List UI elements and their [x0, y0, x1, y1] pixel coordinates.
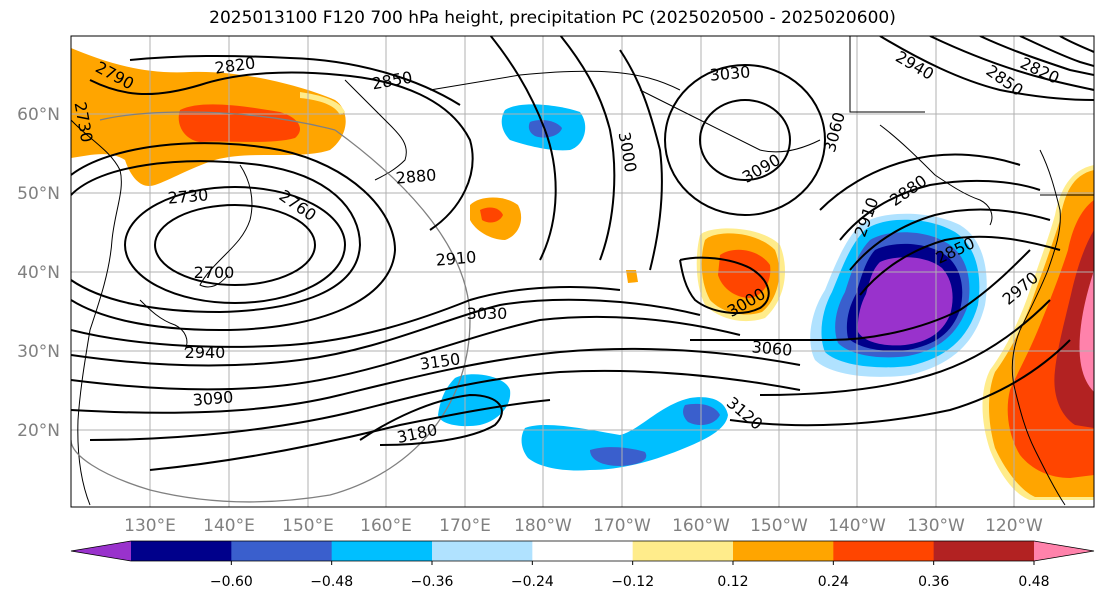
colorbar-tick-label: −0.60 — [210, 574, 253, 590]
lat-label: 30°N — [17, 342, 60, 362]
lon-label: 140°E — [203, 516, 255, 536]
contour-label: 2700 — [194, 263, 235, 282]
contour-label: 3030 — [709, 62, 751, 84]
longitude-labels: 130°E 140°E 150°E 160°E 170°E 180°W 170°… — [124, 516, 1043, 536]
lon-label: 150°W — [750, 516, 808, 536]
colorbar-tick-label: −0.36 — [411, 574, 454, 590]
contour-label: 2940 — [892, 47, 937, 84]
colorbar-segment — [933, 541, 1035, 561]
colorbar-segment — [532, 541, 634, 561]
precip-area-pink — [1079, 270, 1094, 392]
colorbar-tick-label: −0.48 — [310, 574, 353, 590]
lat-label: 50°N — [17, 184, 60, 204]
lon-label: 170°E — [439, 516, 491, 536]
precip-area-red-2 — [480, 207, 503, 223]
precip-area-orange-5 — [626, 270, 638, 283]
colorbar-segment — [432, 541, 533, 561]
lon-label: 150°E — [282, 516, 334, 536]
colorbar-tick-label: 0.36 — [918, 574, 949, 590]
colorbar: −0.60 −0.48 −0.36 −0.24 −0.12 0.12 0.24 0.36 0.4… — [70, 540, 1095, 590]
great-circle-line-top — [99, 111, 336, 131]
contour-label: 3030 — [467, 304, 508, 323]
colorbar-segment — [632, 541, 734, 561]
contour-label: 2880 — [886, 171, 930, 210]
lon-label: 180°W — [514, 516, 572, 536]
colorbar-segment — [833, 541, 935, 561]
colorbar-tick-label: −0.24 — [511, 574, 554, 590]
contour-label: 2730 — [167, 185, 209, 207]
colorbar-tick-label: 0.24 — [818, 574, 849, 590]
height-contours — [71, 36, 1094, 471]
contour-label: 3090 — [192, 387, 234, 409]
map-title: 2025013100 F120 700 hPa height, precipit… — [209, 8, 896, 28]
colorbar-extend-low — [71, 541, 131, 561]
lat-label: 60°N — [17, 105, 60, 125]
colorbar-extend-high — [1034, 541, 1094, 561]
precip-area-blue-2 — [590, 447, 647, 466]
contour-label: 3090 — [739, 150, 784, 187]
lat-label: 40°N — [17, 263, 60, 283]
precip-area-blue-3 — [683, 403, 720, 426]
lon-label: 140°W — [828, 516, 886, 536]
colorbar-segment — [733, 541, 834, 561]
coastlines — [71, 36, 1094, 506]
latitude-labels: 60°N 50°N 40°N 30°N 20°N — [17, 105, 60, 441]
contour-label: 3060 — [820, 110, 849, 154]
colorbar-segment — [331, 541, 433, 561]
contour-label: 3060 — [751, 337, 793, 359]
gridlines — [71, 36, 1094, 507]
colorbar-outline — [70, 540, 1095, 562]
contour-label: 2880 — [395, 165, 437, 187]
colorbar-tick-label: 0.48 — [1018, 574, 1049, 590]
lon-label: 170°W — [593, 516, 651, 536]
contour-label: 2910 — [435, 247, 477, 269]
precip-area-lightblue-3 — [521, 397, 728, 471]
precip-area-yellow — [300, 92, 345, 115]
lat-label: 20°N — [17, 421, 60, 441]
lon-label: 130°W — [907, 516, 965, 536]
contour-label: 3120 — [723, 393, 766, 434]
lon-label: 160°W — [672, 516, 730, 536]
lon-label: 160°E — [360, 516, 412, 536]
great-circle-line — [71, 129, 471, 503]
map-frame — [70, 35, 1095, 508]
colorbar-tick-label: 0.12 — [717, 574, 748, 590]
precip-area-darkred — [1054, 230, 1094, 428]
colorbar-segment — [231, 541, 333, 561]
colorbar-segment — [131, 541, 232, 561]
contour-label: 2940 — [185, 343, 226, 362]
lon-label: 120°W — [985, 516, 1043, 536]
colorbar-tick-label: −0.12 — [611, 574, 654, 590]
contour-label: 3000 — [615, 130, 641, 173]
lon-label: 130°E — [124, 516, 176, 536]
